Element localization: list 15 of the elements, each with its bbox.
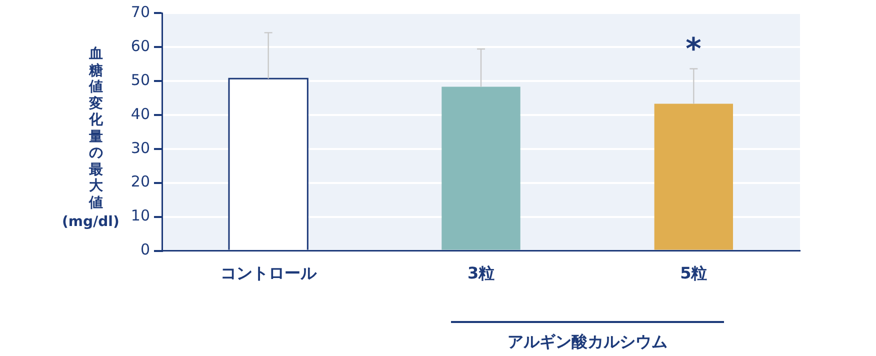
- text: (mg/dl): [62, 214, 120, 230]
- y-tick-label: 10: [130, 206, 150, 225]
- y-tick-label: 40: [130, 104, 150, 123]
- y-tick-label: 20: [130, 172, 150, 191]
- y-tick-label: 50: [130, 70, 150, 89]
- text: アルギン酸カルシウム: [507, 332, 668, 353]
- x-tick-label: 3粒: [467, 264, 495, 283]
- annotation: *: [686, 32, 702, 67]
- x-tick-label: コントロール: [220, 264, 318, 283]
- y-tick-label: 30: [130, 138, 150, 157]
- y-tick-label: 0: [140, 240, 150, 259]
- y-tick-label: 60: [130, 36, 150, 55]
- text: 血糖値変化量の最大値: [89, 46, 103, 210]
- y-tick-label: 70: [130, 2, 150, 21]
- x-tick-label: 5粒: [680, 264, 708, 283]
